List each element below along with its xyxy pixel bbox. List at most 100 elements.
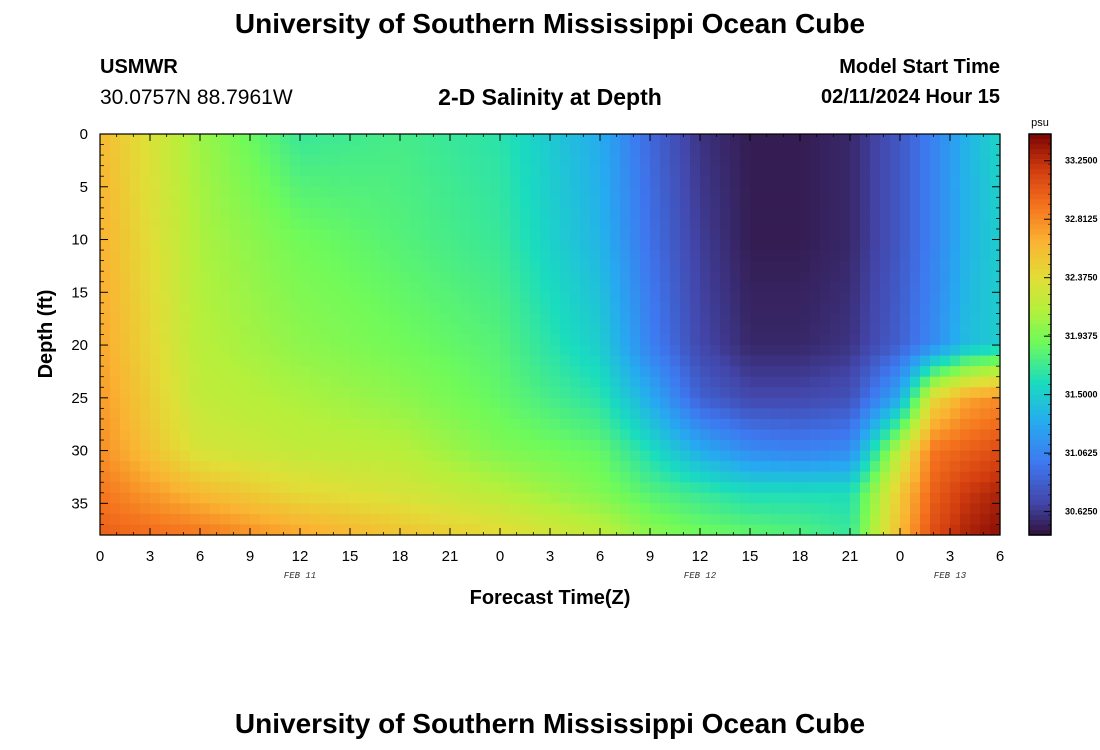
heatmap-cell [240,524,251,536]
heatmap-cell [590,450,601,462]
heatmap-cell [160,165,171,177]
heatmap-cell [710,440,721,452]
heatmap-cell [360,144,371,156]
heatmap-cell [890,228,901,241]
heatmap-cell [800,250,811,262]
heatmap-cell [900,376,911,388]
heatmap-cell [310,418,321,431]
heatmap-cell [340,471,351,483]
heatmap-cell [110,524,121,536]
heatmap-cell [190,260,201,272]
heatmap-cell [230,218,241,230]
heatmap-cell [560,165,571,177]
heatmap-cell [640,408,651,420]
heatmap-cell [420,292,431,304]
heatmap-cell [560,197,571,209]
heatmap-cell [420,207,431,220]
heatmap-cell [530,134,541,146]
heatmap-cell [690,207,701,220]
heatmap-cell [250,513,261,526]
heatmap-cell [640,524,651,536]
heatmap-cell [390,134,401,146]
heatmap-cell [670,345,681,357]
heatmap-cell [810,524,821,536]
heatmap-cell [770,176,781,188]
heatmap-cell [820,302,831,314]
heatmap-cell [530,302,541,314]
heatmap-cell [200,144,211,156]
heatmap-cell [840,376,851,388]
heatmap-cell [550,165,561,177]
heatmap-cell [700,313,711,325]
heatmap-cell [120,197,131,209]
heatmap-cell [740,461,751,473]
heatmap-cell [670,376,681,388]
heatmap-cell [750,239,761,251]
heatmap-cell [750,387,761,399]
heatmap-cell [480,186,491,198]
heatmap-cell [710,228,721,241]
x-tick-label: 15 [342,548,359,565]
heatmap-cell [840,271,851,283]
heatmap-cell [440,155,451,167]
heatmap-cell [460,313,471,325]
heatmap-cell [210,165,221,177]
heatmap-cell [760,313,771,325]
heatmap-cell [320,355,331,367]
heatmap-cell [400,134,411,146]
heatmap-cell [930,176,941,188]
heatmap-cell [910,355,921,367]
heatmap-cell [850,503,861,515]
heatmap-cell [940,313,951,325]
heatmap-cell [370,471,381,483]
heatmap-cell [490,366,501,378]
heatmap-cell [360,524,371,536]
colorbar-segment [1029,369,1051,376]
heatmap-cell [720,323,731,336]
heatmap-cell [220,345,231,357]
heatmap-cell [550,461,561,473]
heatmap-cell [770,492,781,504]
heatmap-cell [460,144,471,156]
heatmap-cell [400,524,411,536]
heatmap-cell [610,440,621,452]
heatmap-cell [810,376,821,388]
heatmap-cell [260,471,271,483]
heatmap-cell [380,345,391,357]
heatmap-cell [490,323,501,336]
heatmap-cell [470,176,481,188]
heatmap-cell [780,471,791,483]
heatmap-cell [200,197,211,209]
heatmap-cell [540,197,551,209]
colorbar-segment [1029,219,1051,225]
heatmap-cell [290,176,301,188]
heatmap-cell [680,355,691,367]
heatmap-cell [500,513,511,526]
heatmap-cell [250,228,261,241]
heatmap-cell [690,482,701,494]
heatmap-cell [970,176,981,188]
heatmap-cell [190,165,201,177]
heatmap-cell [700,418,711,431]
heatmap-cell [370,260,381,272]
heatmap-cell [370,492,381,504]
heatmap-cell [950,165,961,177]
heatmap-cell [490,524,501,536]
heatmap-cell [150,218,161,230]
heatmap-cell [760,260,771,272]
heatmap-cell [930,492,941,504]
heatmap-cell [770,450,781,462]
heatmap-cell [370,302,381,314]
heatmap-cell [330,334,341,346]
heatmap-cell [520,461,531,473]
heatmap-cell [830,260,841,272]
heatmap-cell [550,271,561,283]
heatmap-cell [850,228,861,241]
heatmap-cell [410,492,421,504]
heatmap-cell [150,197,161,209]
heatmap-cell [510,503,521,515]
heatmap-cell [630,281,641,293]
heatmap-cell [320,492,331,504]
heatmap-cell [300,292,311,304]
